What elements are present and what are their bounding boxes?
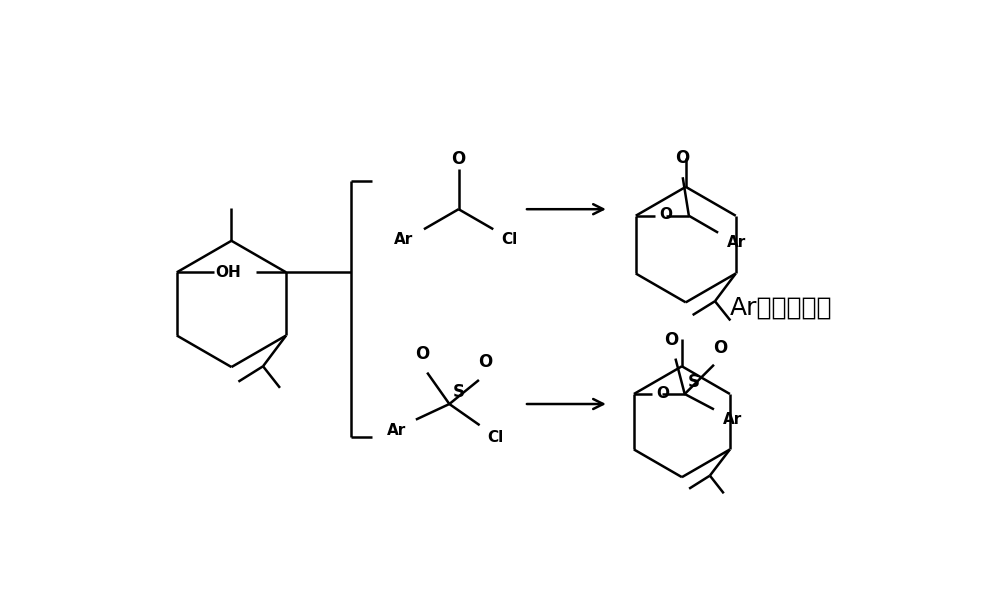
Text: Cl: Cl [487,430,504,445]
Text: Ar: Ar [727,235,747,250]
Text: O: O [415,344,430,363]
Text: O: O [713,339,727,357]
Text: Ar: Ar [394,232,413,247]
Text: OH: OH [215,265,241,280]
Text: O: O [676,149,690,167]
Text: Ar: Ar [387,424,407,438]
Text: Ar: Ar [723,412,742,427]
Text: S: S [688,373,700,391]
Text: Cl: Cl [501,232,517,247]
Text: O: O [451,150,466,168]
Text: S: S [452,383,464,401]
Text: O: O [656,386,669,402]
Text: O: O [478,353,492,371]
Text: O: O [660,208,673,222]
Text: O: O [664,332,678,349]
Text: Ar：芳香基团: Ar：芳香基团 [730,296,832,320]
